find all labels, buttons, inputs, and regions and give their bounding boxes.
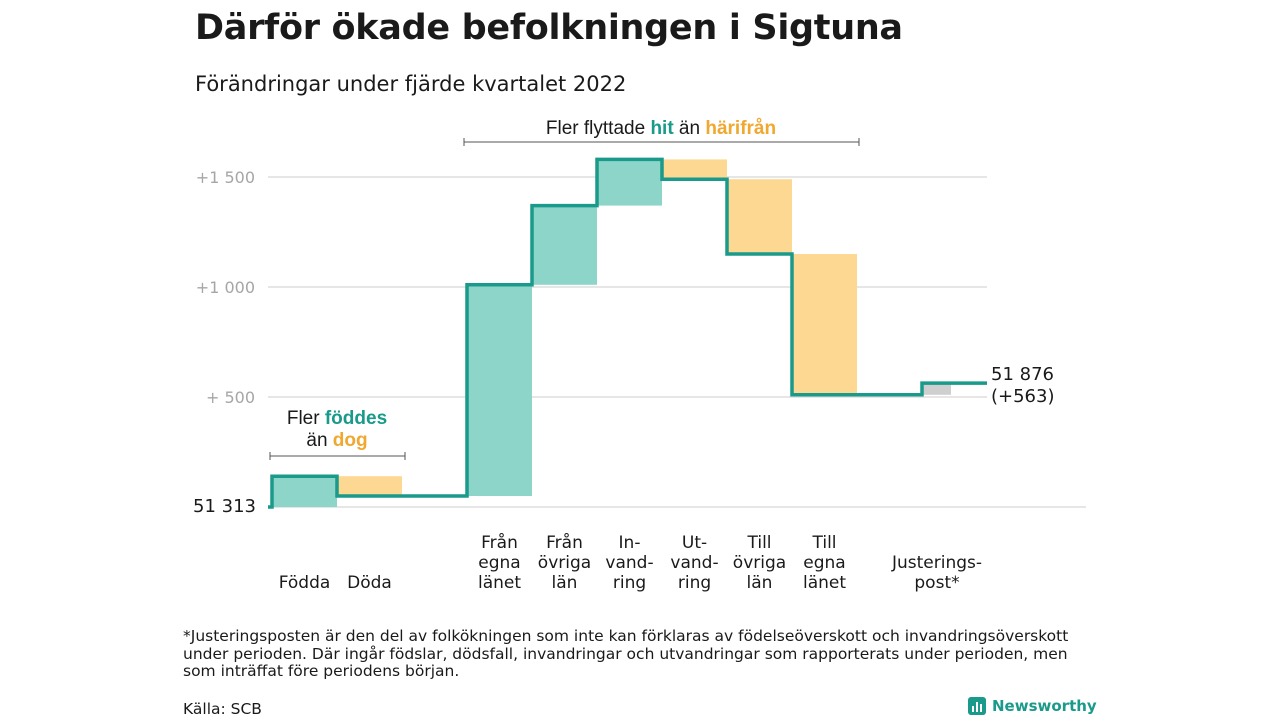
category-label: egna xyxy=(803,553,845,573)
svg-text:än dog: än dog xyxy=(306,430,367,451)
svg-text:Fler flyttade hit än härifrån: Fler flyttade hit än härifrån xyxy=(546,118,776,139)
start-value-label: 51 313 xyxy=(193,496,256,517)
footnote: *Justeringsposten är den del av folkökni… xyxy=(183,627,1069,680)
category-label: länet xyxy=(803,573,846,593)
category-label: vand- xyxy=(605,553,653,573)
bar-0 xyxy=(272,476,337,507)
category-label: Från xyxy=(481,532,518,553)
y-tick-label: + 500 xyxy=(206,388,255,407)
category-label: ring xyxy=(678,573,711,593)
category-label: Födda xyxy=(279,573,331,593)
births-ann-prefix: Fler xyxy=(287,408,325,429)
migration-ann-harifran: härifrån xyxy=(705,118,776,139)
cumulative-step-line xyxy=(268,157,987,509)
y-tick-label: +1 000 xyxy=(196,278,255,297)
chart-subtitle: Förändringar under fjärde kvartalet 2022 xyxy=(195,72,627,96)
waterfall-chart: + 500+1 000+1 500 Födda DödaFrånegnalänet… xyxy=(193,118,1086,593)
bar-8 xyxy=(922,383,951,395)
deaths-ann-highlight: dog xyxy=(333,430,368,451)
category-label: Döda xyxy=(347,573,392,593)
category-label: In- xyxy=(619,533,641,553)
migration-ann-middle: än xyxy=(674,118,706,139)
category-label: län xyxy=(552,573,578,593)
bar-3 xyxy=(532,205,597,285)
category-label: post* xyxy=(914,573,959,593)
category-label: övriga xyxy=(733,553,786,573)
category-label: Till xyxy=(746,533,771,553)
migration-annotation: Fler flyttade hit än härifrån xyxy=(463,118,860,146)
bar-2 xyxy=(467,284,532,496)
category-label: egna xyxy=(478,553,520,573)
category-label: län xyxy=(747,573,773,593)
category-label: Justerings- xyxy=(891,553,982,573)
category-label: övriga xyxy=(538,553,591,573)
y-tick-label: +1 500 xyxy=(196,168,255,187)
brand-name: Newsworthy xyxy=(992,697,1097,715)
bar-5 xyxy=(662,159,727,180)
bar-6 xyxy=(727,179,792,254)
svg-text:Fler föddes: Fler föddes xyxy=(287,408,387,429)
deaths-ann-prefix: än xyxy=(306,430,332,451)
end-change-label: (+563) xyxy=(991,386,1054,407)
category-label: länet xyxy=(478,573,521,593)
category-label: Ut- xyxy=(682,533,707,553)
category-label: Till xyxy=(811,533,836,553)
source: Källa: SCB xyxy=(183,700,262,718)
end-value-label: 51 876 xyxy=(991,364,1054,385)
newsworthy-icon xyxy=(968,697,986,715)
category-label: Från xyxy=(546,532,583,553)
bar-4 xyxy=(597,159,662,206)
bar-1 xyxy=(337,476,402,496)
bar-7 xyxy=(792,254,857,395)
births-annotation: Fler föddes än dog xyxy=(269,408,406,460)
migration-ann-prefix: Fler flyttade xyxy=(546,118,651,139)
category-label: vand- xyxy=(670,553,718,573)
category-label: ring xyxy=(613,573,646,593)
migration-ann-hit: hit xyxy=(650,118,674,139)
chart-title: Därför ökade befolkningen i Sigtuna xyxy=(195,8,903,48)
births-ann-highlight: föddes xyxy=(325,408,387,429)
brand-logo: Newsworthy xyxy=(968,697,1097,715)
